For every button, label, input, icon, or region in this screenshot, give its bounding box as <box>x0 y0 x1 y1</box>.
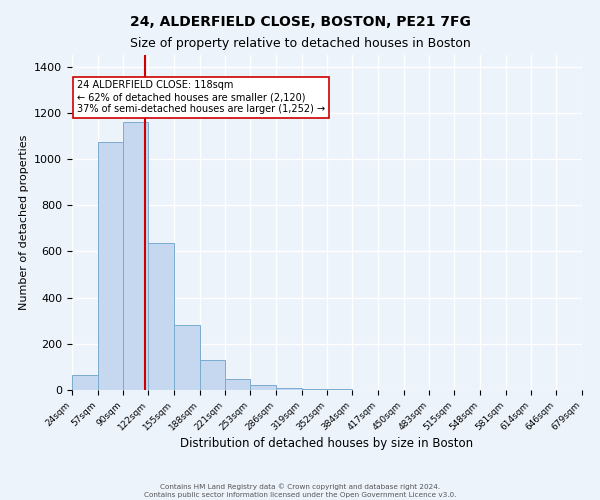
Text: 24, ALDERFIELD CLOSE, BOSTON, PE21 7FG: 24, ALDERFIELD CLOSE, BOSTON, PE21 7FG <box>130 15 470 29</box>
Bar <box>200 360 226 390</box>
Bar <box>98 142 124 390</box>
Bar <box>226 379 250 390</box>
Bar <box>148 244 174 390</box>
Bar <box>250 386 276 390</box>
Y-axis label: Number of detached properties: Number of detached properties <box>19 135 29 310</box>
Bar <box>302 389 328 390</box>
Text: Size of property relative to detached houses in Boston: Size of property relative to detached ho… <box>130 38 470 51</box>
Bar <box>276 388 302 390</box>
Text: Contains HM Land Registry data © Crown copyright and database right 2024.
Contai: Contains HM Land Registry data © Crown c… <box>144 484 456 498</box>
Bar <box>328 389 352 390</box>
Bar <box>72 375 98 390</box>
Bar <box>174 326 200 390</box>
Bar <box>124 122 148 390</box>
Text: 24 ALDERFIELD CLOSE: 118sqm
← 62% of detached houses are smaller (2,120)
37% of : 24 ALDERFIELD CLOSE: 118sqm ← 62% of det… <box>77 80 325 114</box>
X-axis label: Distribution of detached houses by size in Boston: Distribution of detached houses by size … <box>181 438 473 450</box>
